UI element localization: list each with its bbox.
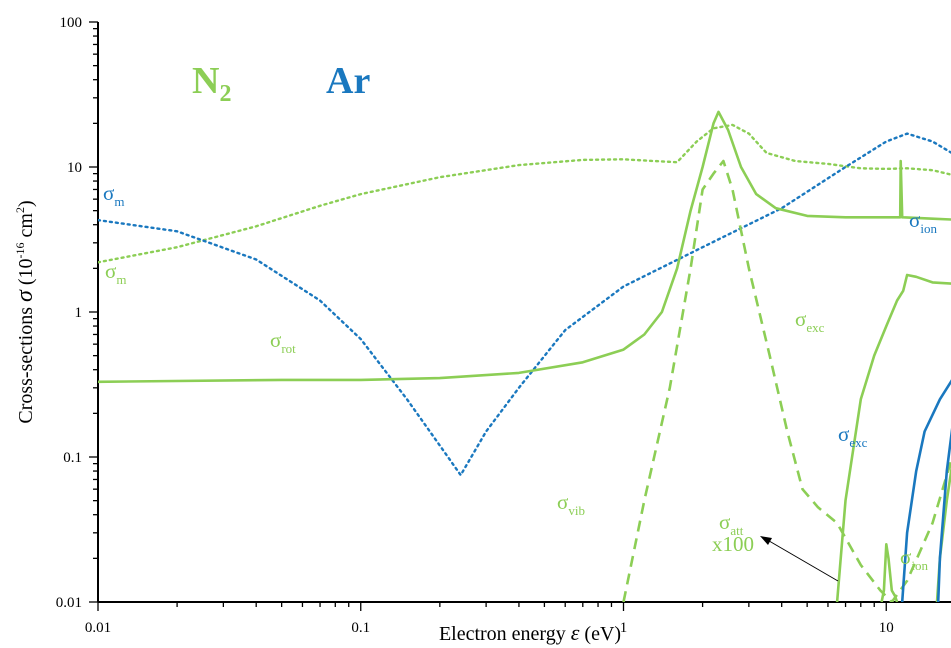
y-tick-label: 10 [67, 160, 82, 176]
series-n2-att [880, 542, 899, 602]
x-tick-label: 10 [879, 620, 894, 636]
y-tick-label: 0.01 [56, 595, 82, 611]
label-sigma-exc-ar: σexc [838, 422, 868, 450]
legend-ar: Ar [326, 60, 370, 102]
label-sigma-exc-n2: σexc [795, 307, 825, 335]
label-sigma-vib-n2: σvib [557, 490, 585, 518]
label-sigma-ion-ar: σion [909, 208, 937, 236]
series-n2-rot [98, 110, 951, 384]
series-n2-m [98, 123, 951, 264]
curves [98, 110, 951, 602]
axes: 0.01 0.1 1 10 0.01 0.1 1 10 100 [56, 15, 951, 636]
att-annotation-arrowhead [760, 536, 772, 545]
legend-n2: N2 [192, 60, 231, 107]
y-tick-label: 0.1 [63, 450, 82, 466]
y-axis-title: Cross-sections σ (10-16 cm2) [12, 200, 38, 423]
label-sigma-ion-n2: σion [900, 545, 928, 573]
series-ar-ion [936, 427, 951, 602]
y-tick-label: 100 [60, 15, 83, 31]
x-tick-label: 1 [620, 620, 628, 636]
series-n2-vib [622, 159, 951, 602]
label-sigma-att-n2: σatt [719, 510, 744, 538]
series-ar-m [98, 132, 951, 477]
curve-labels: σm σm σrot σvib σexc σexc σion σion σatt [103, 181, 937, 573]
att-annotation-arrow [763, 537, 839, 582]
y-tick-label: 1 [75, 305, 83, 321]
x-axis-title: Electron energy ε (eV) [439, 620, 621, 645]
label-sigma-m-ar: σm [103, 181, 124, 209]
series-ar-exc [900, 379, 951, 602]
series-n2-exc [835, 273, 951, 602]
x-tick-label: 0.01 [85, 620, 111, 636]
x-tick-label: 0.1 [351, 620, 370, 636]
att-multiplier-annotation: x100 [712, 532, 754, 556]
label-sigma-rot-n2: σrot [270, 328, 296, 356]
label-sigma-m-n2: σm [105, 259, 126, 287]
